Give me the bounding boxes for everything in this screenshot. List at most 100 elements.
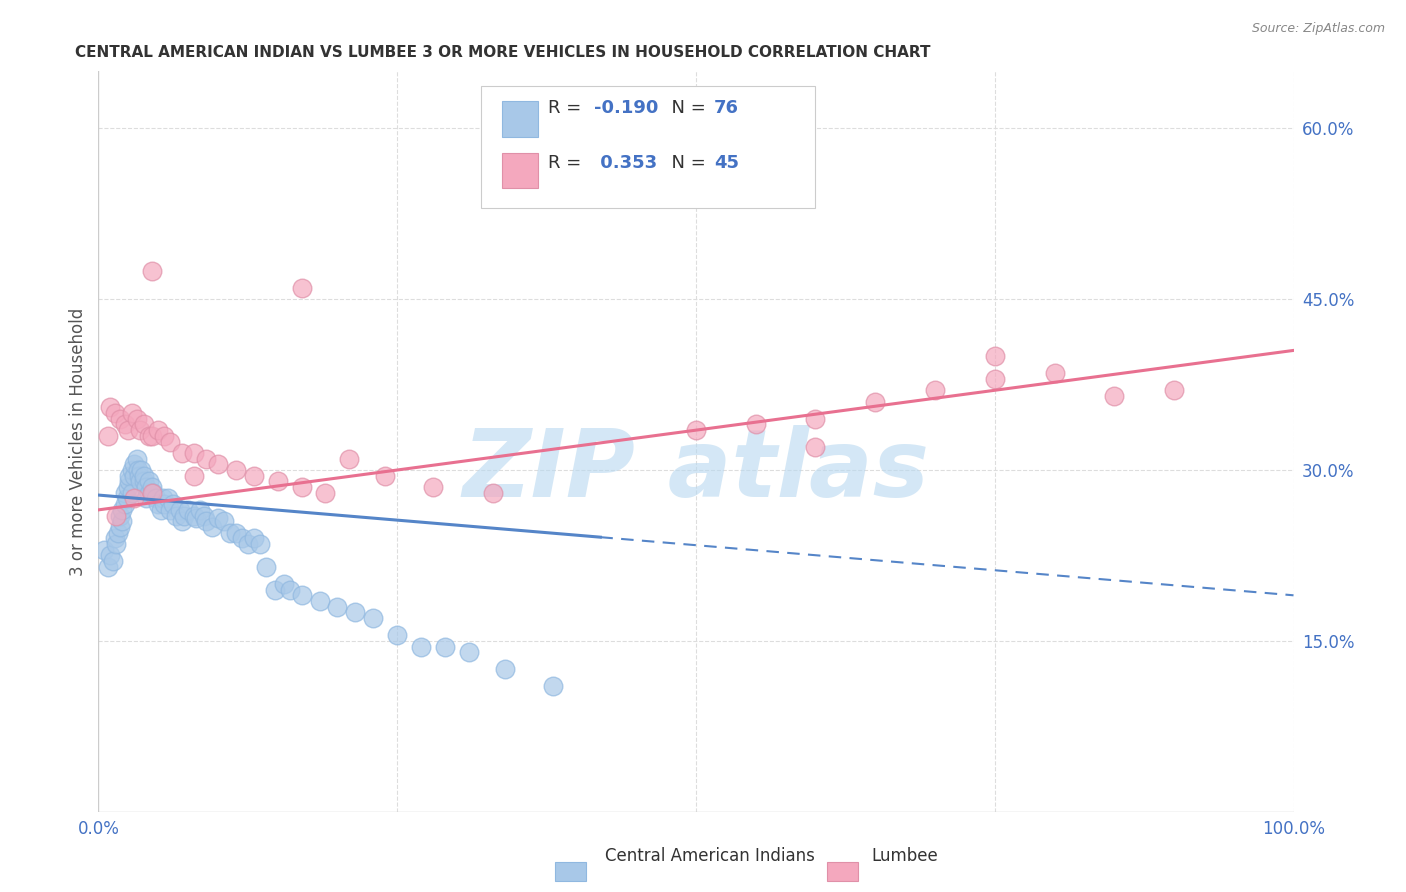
Point (117, 480, 139, 494)
Point (124, 468, 146, 483)
Point (273, 577, 295, 591)
FancyBboxPatch shape (502, 153, 538, 188)
Point (411, 640, 433, 654)
Point (98, 401, 122, 415)
Point (153, 429, 176, 443)
Point (243, 468, 266, 483)
Point (121, 463, 143, 477)
Point (291, 480, 314, 494)
Point (249, 537, 271, 551)
Point (326, 599, 349, 614)
Point (135, 491, 157, 506)
Point (984, 372, 1007, 386)
Point (117, 423, 139, 437)
Point (481, 485, 505, 500)
Point (156, 491, 179, 506)
Point (135, 480, 157, 494)
Point (111, 503, 134, 517)
Point (183, 468, 205, 483)
Point (804, 411, 827, 425)
Point (219, 525, 242, 540)
Point (291, 281, 314, 295)
Point (104, 406, 127, 420)
Point (111, 514, 134, 528)
Point (138, 475, 160, 489)
Point (159, 434, 181, 449)
Point (186, 511, 208, 525)
Text: Lumbee: Lumbee (872, 847, 938, 865)
Point (173, 508, 195, 523)
Point (231, 532, 253, 546)
Text: -0.190: -0.190 (595, 99, 659, 118)
Point (374, 468, 396, 483)
Point (118, 475, 141, 489)
Point (195, 451, 218, 466)
Point (165, 508, 187, 523)
Point (114, 417, 136, 432)
Point (121, 485, 143, 500)
Point (131, 463, 153, 477)
Point (188, 503, 211, 517)
Point (148, 423, 170, 437)
Y-axis label: 3 or more Vehicles in Household: 3 or more Vehicles in Household (69, 308, 87, 575)
Point (212, 514, 235, 528)
Point (458, 645, 481, 659)
Point (138, 429, 160, 443)
Text: N =: N = (661, 99, 711, 118)
Point (129, 475, 152, 489)
Point (541, 680, 564, 694)
Text: R =: R = (548, 99, 586, 118)
Point (141, 263, 163, 277)
Point (125, 411, 148, 425)
Point (104, 532, 127, 546)
Point (115, 491, 138, 506)
Point (159, 503, 181, 517)
Point (149, 503, 172, 517)
Text: R =: R = (548, 154, 592, 172)
Point (145, 491, 167, 506)
Point (128, 468, 150, 483)
Point (132, 475, 155, 489)
Point (422, 480, 444, 494)
Point (138, 485, 160, 500)
Point (207, 511, 229, 525)
Point (132, 468, 155, 483)
Point (129, 423, 152, 437)
Point (804, 440, 827, 454)
Point (118, 468, 141, 483)
Point (172, 514, 194, 528)
Point (132, 417, 155, 432)
Point (225, 463, 247, 477)
Point (267, 475, 290, 489)
Point (108, 508, 131, 523)
Point (1104, 389, 1126, 403)
Point (97, 429, 120, 443)
Point (685, 423, 707, 437)
Point (207, 458, 229, 472)
Point (363, 611, 385, 625)
Point (162, 497, 184, 511)
Point (278, 582, 301, 597)
Point (124, 458, 146, 472)
Point (195, 514, 218, 528)
Point (344, 606, 367, 620)
Point (98, 549, 122, 563)
Point (1163, 384, 1185, 398)
Text: CENTRAL AMERICAN INDIAN VS LUMBEE 3 OR MORE VEHICLES IN HOUSEHOLD CORRELATION CH: CENTRAL AMERICAN INDIAN VS LUMBEE 3 OR M… (75, 45, 929, 61)
Point (183, 508, 205, 523)
Point (339, 451, 361, 466)
Point (225, 525, 247, 540)
Point (201, 520, 224, 534)
Text: 76: 76 (714, 99, 740, 118)
Point (127, 463, 149, 477)
Point (984, 349, 1007, 363)
Point (108, 520, 131, 534)
Point (434, 640, 457, 654)
Point (108, 411, 131, 425)
Text: 0.353: 0.353 (595, 154, 658, 172)
Point (107, 525, 129, 540)
Point (1043, 366, 1066, 380)
Point (141, 485, 163, 500)
Point (924, 384, 946, 398)
Point (148, 497, 170, 511)
